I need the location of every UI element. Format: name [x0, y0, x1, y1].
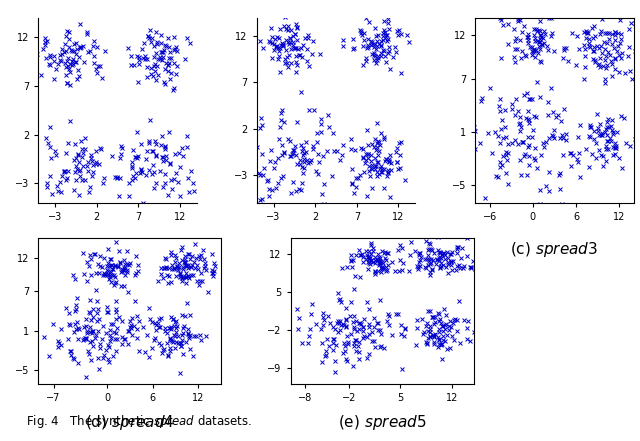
Text: Fig. 4   The synthetic $\mathit{spread}$ datasets.: Fig. 4 The synthetic $\mathit{spread}$ d…	[26, 413, 252, 430]
Text: (b) $\mathit{spread2}$: (b) $\mathit{spread2}$	[292, 240, 380, 259]
Text: (c) $\mathit{spread3}$: (c) $\mathit{spread3}$	[511, 240, 598, 259]
Text: (e) $\mathit{spread5}$: (e) $\mathit{spread5}$	[338, 413, 426, 432]
Text: (d) $\mathit{spread4}$: (d) $\mathit{spread4}$	[85, 413, 175, 432]
Text: (a) $\mathit{spread1}$: (a) $\mathit{spread1}$	[73, 240, 162, 259]
